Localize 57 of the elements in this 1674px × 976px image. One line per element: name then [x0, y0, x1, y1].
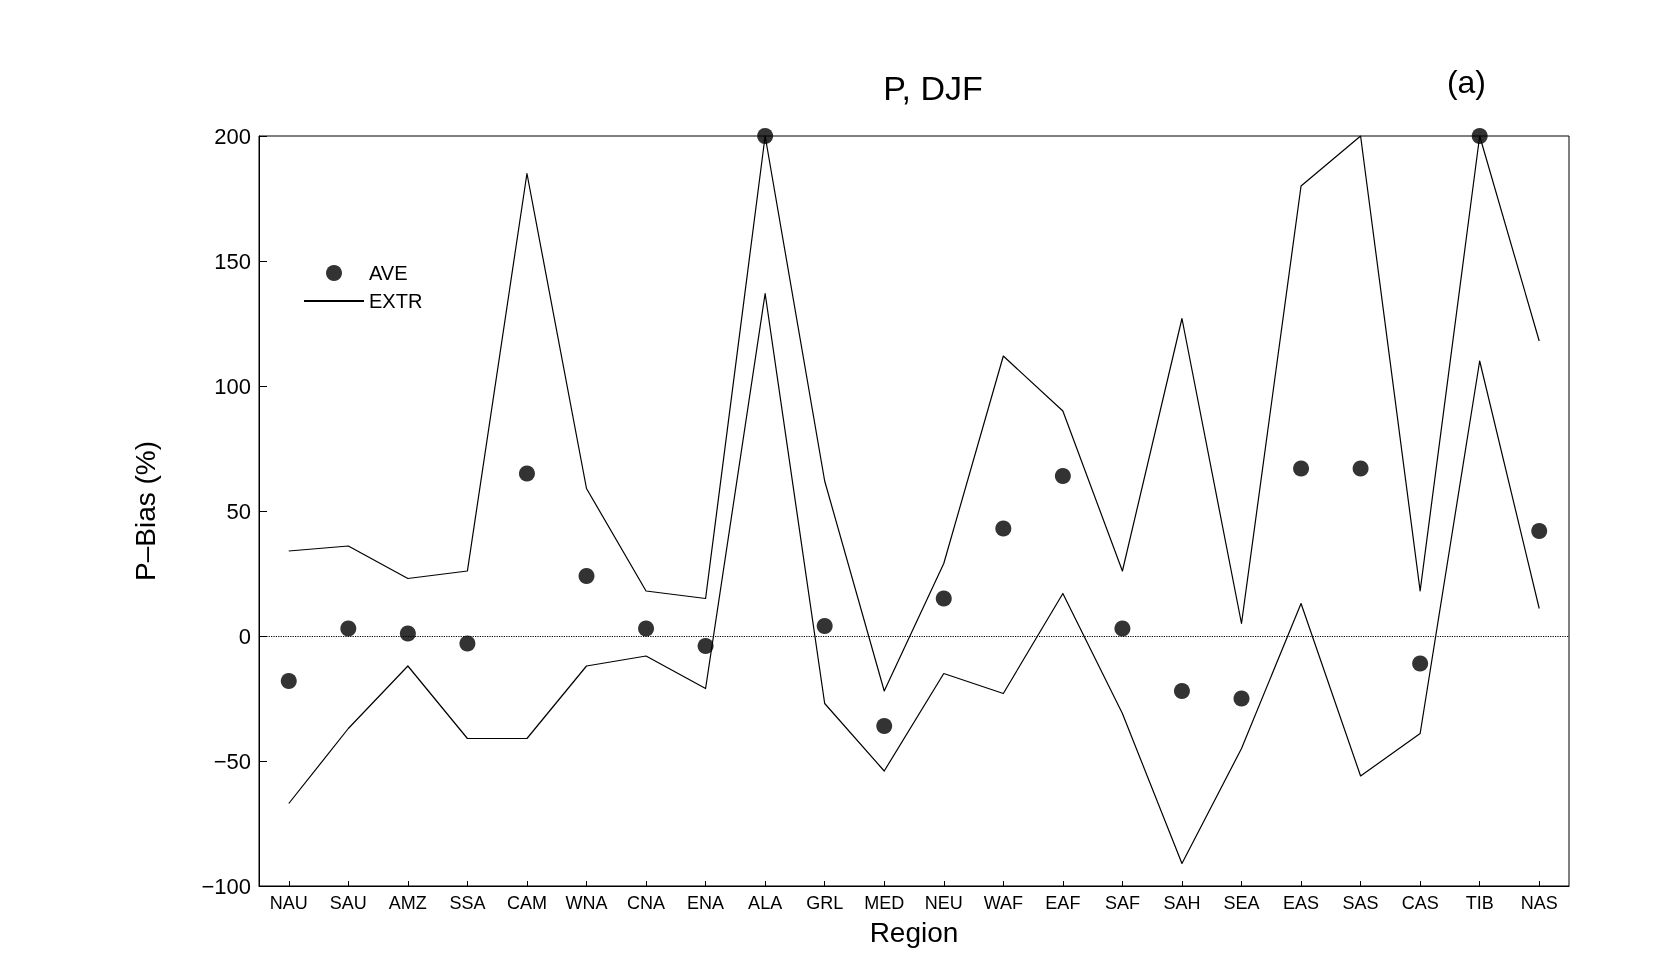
- chart-title: P, DJF: [883, 69, 983, 107]
- point: [1054, 468, 1071, 484]
- point: [1293, 460, 1310, 477]
- y-tick-label: −50: [213, 748, 251, 774]
- x-tick-label: NEU: [924, 893, 963, 913]
- point: [697, 638, 714, 654]
- point: [935, 590, 952, 607]
- x-tick-label: CAM: [506, 893, 547, 913]
- legend-label: AVE: [369, 262, 408, 284]
- point: [1233, 690, 1250, 707]
- y-tick-label: 50: [226, 498, 251, 524]
- x-tick-label: EAS: [1283, 893, 1320, 913]
- point: [1531, 523, 1548, 539]
- x-tick-label: AMZ: [388, 893, 427, 913]
- y-axis-title: P–Bias (%): [129, 440, 161, 582]
- x-tick-label: SAF: [1104, 893, 1140, 913]
- point: [995, 520, 1012, 537]
- x-tick-label: WAF: [983, 893, 1023, 913]
- point: [518, 465, 535, 482]
- x-tick-label: ENA: [687, 893, 725, 913]
- x-tick-label: NAU: [269, 893, 308, 913]
- y-tick-label: 150: [214, 248, 251, 274]
- x-tick-label: SAH: [1163, 893, 1201, 913]
- x-tick-label: CNA: [627, 893, 666, 913]
- point: [1173, 683, 1190, 699]
- x-tick-label: NAS: [1520, 893, 1558, 913]
- x-tick-label: TIB: [1465, 893, 1494, 913]
- point: [1471, 128, 1488, 144]
- point: [1412, 655, 1429, 672]
- x-tick-label: SAU: [329, 893, 367, 913]
- y-tick-label: −100: [201, 873, 251, 899]
- point: [340, 620, 357, 637]
- legend-label: EXTR: [369, 290, 423, 312]
- x-tick-label: SEA: [1223, 893, 1260, 913]
- y-tick-label: 0: [238, 623, 251, 649]
- point: [757, 128, 774, 144]
- point: [399, 625, 416, 642]
- x-tick-label: WNA: [565, 893, 608, 913]
- point: [280, 673, 297, 689]
- x-tick-label: ALA: [748, 893, 783, 913]
- x-tick-label: SAS: [1342, 893, 1379, 913]
- x-axis-title: Region: [869, 916, 959, 948]
- point: [638, 620, 655, 637]
- point: [816, 618, 833, 634]
- point: [1114, 620, 1131, 637]
- point: [876, 718, 893, 734]
- point: [459, 635, 476, 652]
- x-tick-label: EAF: [1045, 893, 1081, 913]
- point: [1352, 460, 1369, 477]
- y-tick-label: 100: [214, 373, 251, 399]
- x-tick-label: GRL: [806, 893, 844, 913]
- x-tick-label: CAS: [1401, 893, 1439, 913]
- x-tick-label: SSA: [449, 893, 486, 913]
- y-tick-label: 200: [214, 123, 251, 149]
- x-tick-label: MED: [864, 893, 905, 913]
- text: (a): [1446, 64, 1486, 100]
- point: [578, 568, 595, 584]
